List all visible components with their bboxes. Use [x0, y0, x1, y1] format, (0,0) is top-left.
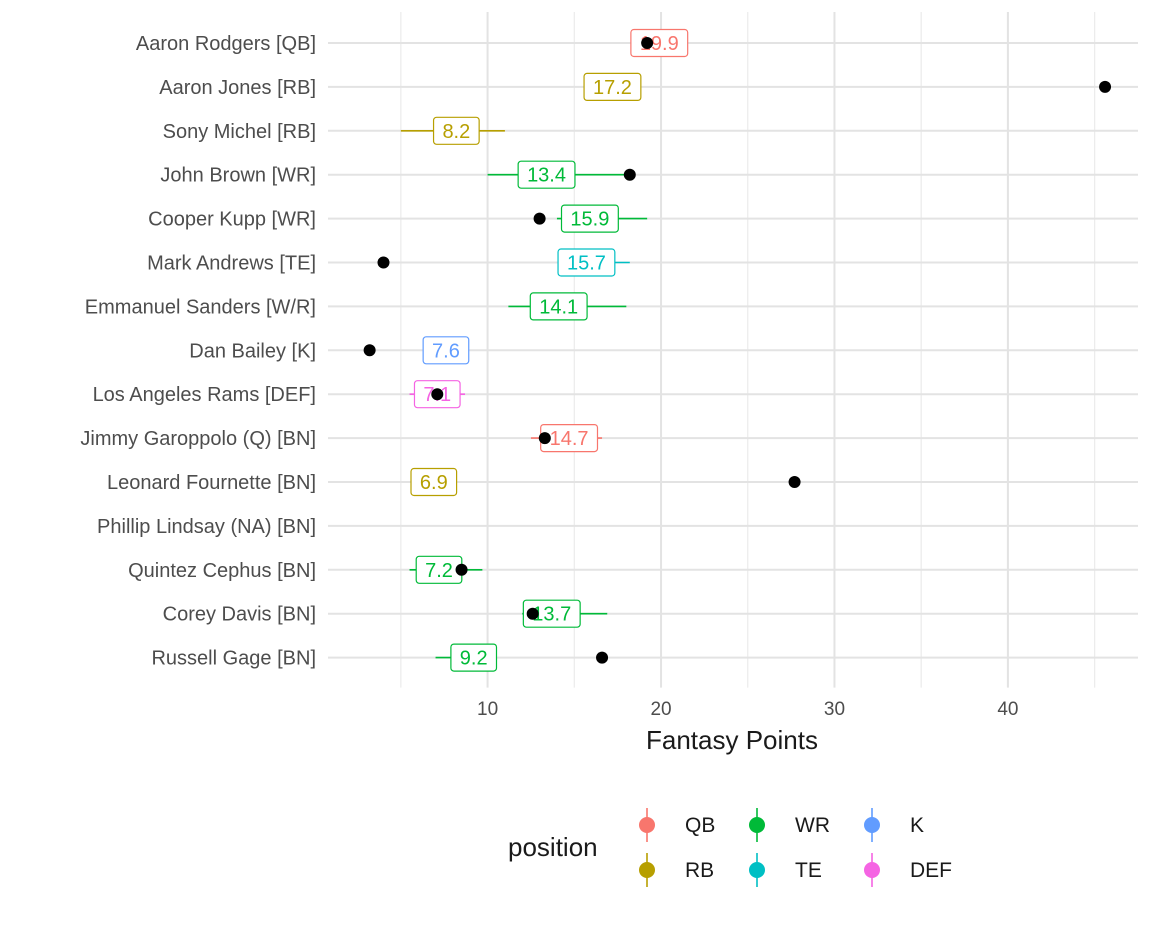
projection-label: 17.2	[583, 72, 642, 102]
projection-label: 15.9	[560, 204, 619, 233]
projection-label-box	[630, 28, 689, 58]
player-label: Emmanuel Sanders [W/R]	[85, 296, 316, 318]
projection-label: 19.9	[630, 28, 689, 58]
projection-label-text: 15.9	[570, 209, 609, 231]
projection-label-box	[529, 292, 588, 321]
projection-label-box	[522, 599, 581, 628]
projection-label: 8.2	[432, 116, 480, 145]
projection-label-text: 7.2	[425, 560, 453, 582]
player-label: Sony Michel [RB]	[163, 121, 316, 143]
legend-key-dot	[749, 817, 765, 833]
player-label: John Brown [WR]	[160, 165, 316, 187]
projection-label: 7.6	[422, 336, 470, 365]
actual-point	[533, 212, 546, 225]
projection-label-box	[583, 72, 642, 102]
projection-label-box	[517, 160, 576, 189]
legend-item-te: TE	[749, 853, 822, 887]
player-label: Mark Andrews [TE]	[147, 253, 316, 275]
legend-label: RB	[685, 859, 714, 882]
player-label: Phillip Lindsay (NA) [BN]	[97, 516, 316, 538]
projection-label-text: 9.2	[460, 648, 488, 670]
legend-title: position	[508, 832, 598, 862]
legend-key-dot	[749, 862, 765, 878]
player-label: Cooper Kupp [WR]	[148, 209, 316, 231]
actual-point	[377, 256, 390, 269]
legend-key-dot	[639, 862, 655, 878]
projection-label: 13.7	[522, 599, 581, 628]
legend-item-k: K	[864, 808, 924, 842]
legend-item-wr: WR	[749, 808, 830, 842]
projection-label: 6.9	[410, 467, 458, 497]
projection-label-text: 13.4	[527, 165, 566, 187]
actual-point	[596, 651, 609, 664]
player-label: Aaron Jones [RB]	[159, 77, 316, 99]
projection-label: 7.2	[415, 555, 463, 584]
actual-point	[788, 476, 801, 488]
projection-label-text: 13.7	[532, 604, 571, 626]
projection-label-box	[432, 116, 480, 145]
legend-key-dot	[864, 817, 880, 833]
actual-point	[1099, 80, 1112, 93]
projection-label-box	[557, 248, 616, 277]
player-label: Los Angeles Rams [DEF]	[93, 384, 316, 406]
actual-point	[526, 607, 539, 620]
legend-label: TE	[795, 859, 822, 882]
legend-label: WR	[795, 814, 830, 837]
actual-point	[641, 37, 654, 49]
player-label: Jimmy Garoppolo (Q) [BN]	[80, 428, 316, 450]
projection-label: 14.1	[529, 292, 588, 321]
player-label: Dan Bailey [K]	[189, 340, 316, 362]
actual-point	[363, 344, 376, 357]
legend-item-def: DEF	[864, 853, 952, 887]
x-tick-label: 30	[824, 699, 845, 720]
actual-point	[538, 432, 551, 445]
actual-point	[623, 168, 636, 181]
projection-label: 9.2	[450, 643, 498, 672]
projection-label-box	[450, 643, 498, 672]
legend-item-rb: RB	[639, 853, 714, 887]
axis-layer: 10 20 30 40 Aaron Rodgers [QB] Aaron Jones [R…	[80, 33, 1018, 720]
legend-item-qb: QB	[639, 808, 715, 842]
projection-label: 13.4	[517, 160, 576, 189]
player-label: Aaron Rodgers [QB]	[136, 33, 316, 55]
projection-label-text: 14.7	[550, 428, 589, 450]
actual-point	[455, 563, 468, 576]
actual-point	[431, 388, 444, 401]
player-label: Leonard Fournette [BN]	[107, 472, 316, 494]
projection-label-text: 15.7	[567, 253, 606, 275]
projection-label-text: 14.1	[539, 296, 578, 318]
x-tick-label: 10	[477, 699, 498, 720]
point-layer	[363, 37, 1112, 664]
legend-key-dot	[864, 862, 880, 878]
projection-label-text: 17.2	[593, 77, 632, 99]
projection-label-text: 6.9	[420, 472, 448, 494]
legend-key-dot	[639, 817, 655, 833]
projection-label-text: 7.6	[432, 340, 460, 362]
projection-label: 15.7	[557, 248, 616, 277]
label-layer: 19.917.28.213.415.915.714.17.67.114.76.9…	[410, 28, 689, 672]
player-label: Quintez Cephus [BN]	[128, 560, 316, 582]
player-label: Russell Gage [BN]	[151, 648, 316, 670]
projection-label-text: 8.2	[442, 121, 470, 143]
player-label: Corey Davis [BN]	[163, 604, 316, 626]
x-tick-label: 20	[650, 699, 671, 720]
legend-label: QB	[685, 814, 715, 837]
projection-label-box	[560, 204, 619, 233]
x-tick-label: 40	[997, 699, 1018, 720]
projection-label-box	[410, 467, 458, 497]
legend-label: DEF	[910, 859, 952, 882]
projection-label-box	[422, 336, 470, 365]
legend: position QB RB WR TE K DEF	[508, 808, 952, 887]
x-axis-title: Fantasy Points	[646, 725, 818, 755]
legend-label: K	[910, 814, 924, 837]
projection-label: 14.7	[540, 424, 599, 453]
